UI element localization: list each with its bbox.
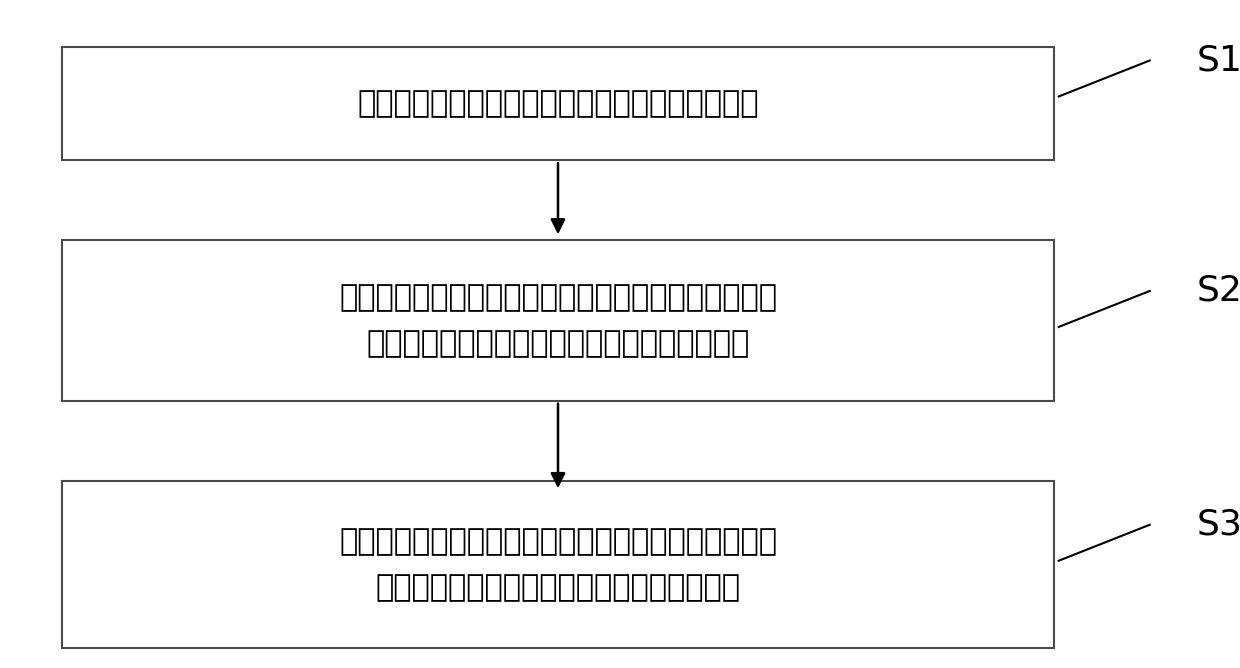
Text: S300: S300 xyxy=(1197,508,1240,541)
Bar xyxy=(62,481,1054,648)
Text: S100: S100 xyxy=(1197,43,1240,77)
Bar xyxy=(62,240,1054,401)
Bar xyxy=(62,47,1054,160)
Text: 将高速高压气流接入换热器，经过换热器内回形管路进: 将高速高压气流接入换热器，经过换热器内回形管路进 xyxy=(339,283,777,313)
Text: 行热交换，将接入气流冷却后接入环形冷却装置: 行热交换，将接入气流冷却后接入环形冷却装置 xyxy=(366,329,750,358)
Text: 将待冷却气体经过空气压缩机后形成高速高压气流: 将待冷却气体经过空气压缩机后形成高速高压气流 xyxy=(357,89,759,118)
Text: 将冷却气流通过环形冷却装置内表面的密排小孔斜向下: 将冷却气流通过环形冷却装置内表面的密排小孔斜向下 xyxy=(339,527,777,556)
Text: 喷出，在工件周围形成一个均匀环形冷却流场: 喷出，在工件周围形成一个均匀环形冷却流场 xyxy=(376,572,740,602)
Text: S200: S200 xyxy=(1197,274,1240,307)
